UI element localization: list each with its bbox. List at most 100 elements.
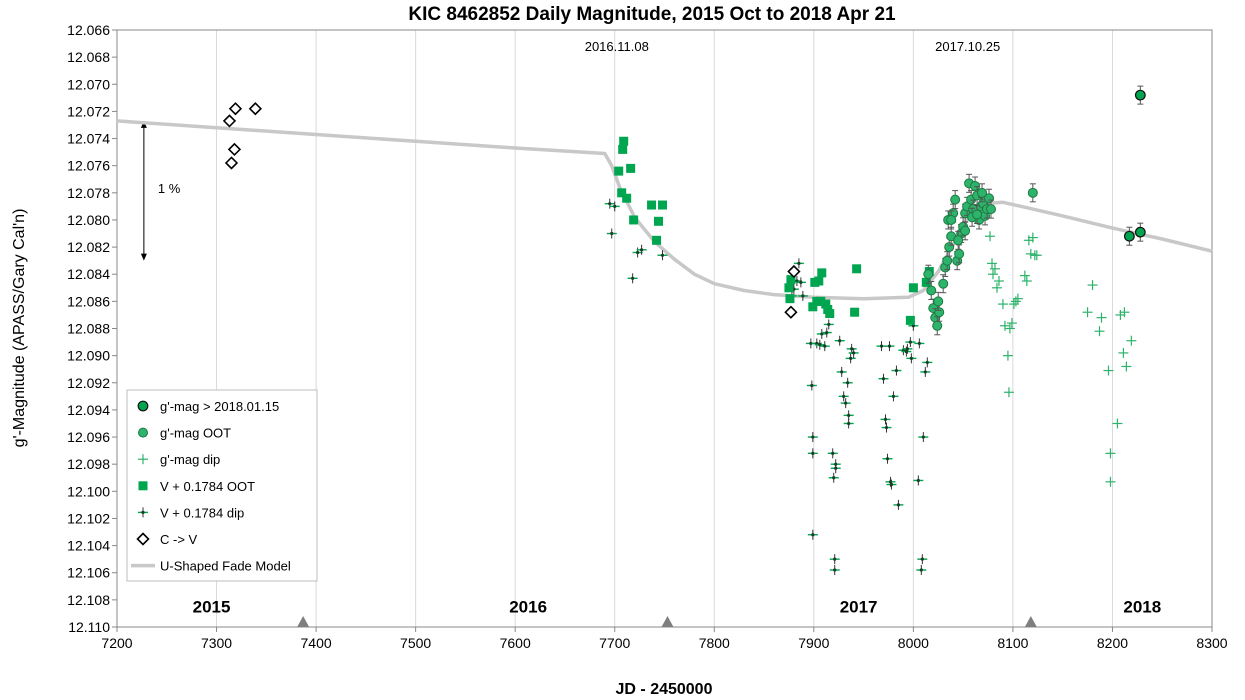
data-point xyxy=(786,275,796,285)
plus-center xyxy=(838,339,842,343)
x-tick-label: 8100 xyxy=(997,635,1028,651)
circle-marker xyxy=(1027,187,1038,198)
data-point xyxy=(850,307,860,317)
legend: g'-mag > 2018.01.15 g'-mag OOT g'-mag dip V… xyxy=(126,389,318,582)
data-point xyxy=(993,276,1004,287)
data-point xyxy=(622,193,632,203)
legend-label: V + 0.1784 OOT xyxy=(160,479,255,494)
data-point xyxy=(1021,276,1032,287)
data-point xyxy=(1112,418,1123,429)
plus-center xyxy=(911,324,915,328)
circle-marker xyxy=(926,285,937,296)
square-marker xyxy=(852,264,862,274)
y-tick-label: 12.106 xyxy=(67,565,110,581)
data-point xyxy=(1121,361,1132,372)
data-point xyxy=(647,200,657,210)
x-tick-label: 7200 xyxy=(101,635,132,651)
square-marker xyxy=(817,268,827,278)
data-point xyxy=(884,341,895,352)
data-point xyxy=(906,353,917,364)
data-point xyxy=(657,250,668,261)
x-tick-label: 8000 xyxy=(898,635,929,651)
circle-marker xyxy=(932,320,943,331)
x-tick-label: 7800 xyxy=(699,635,730,651)
data-point xyxy=(986,199,997,219)
data-point xyxy=(923,264,934,284)
data-point xyxy=(1082,307,1093,318)
legend-box xyxy=(126,389,318,582)
plus-center xyxy=(811,435,815,439)
data-point xyxy=(999,320,1010,331)
plus-center xyxy=(847,413,851,417)
y-tick-label: 12.094 xyxy=(67,402,110,418)
data-point xyxy=(808,302,818,312)
y-axis: 12.066 12.068 12.070 12.072 12.074 12.076 12.0… xyxy=(67,22,117,635)
plus-center xyxy=(925,360,929,365)
data-point xyxy=(886,479,897,490)
square-marker xyxy=(905,315,915,325)
data-point xyxy=(997,299,1008,310)
plus-center xyxy=(887,344,892,348)
data-point xyxy=(838,391,849,402)
legend-marker xyxy=(136,532,150,546)
plus-center xyxy=(799,280,803,284)
data-point xyxy=(814,276,824,286)
data-point xyxy=(652,235,662,245)
data-point xyxy=(845,353,856,364)
data-point xyxy=(908,283,918,293)
data-point xyxy=(606,228,617,239)
data-point xyxy=(654,216,664,226)
legend-marker xyxy=(138,454,148,465)
y-tick-label: 12.080 xyxy=(67,212,110,228)
chart-title: KIC 8462852 Daily Magnitude, 2015 Oct to… xyxy=(408,4,896,25)
data-point xyxy=(1094,326,1105,337)
plus-center xyxy=(141,510,145,514)
y-tick-label: 12.092 xyxy=(67,375,110,391)
data-point xyxy=(609,201,620,212)
data-point xyxy=(922,357,933,368)
data-point xyxy=(916,565,927,576)
plus-center xyxy=(905,347,909,351)
square-marker xyxy=(617,188,627,198)
data-point xyxy=(1105,476,1116,487)
data-point xyxy=(938,274,949,294)
circle-marker xyxy=(960,225,971,236)
date-annotation: 2017.10.25 xyxy=(935,39,1000,54)
x-tick-label: 7700 xyxy=(599,635,630,651)
square-marker xyxy=(821,299,831,309)
y-tick-label: 12.102 xyxy=(67,510,110,526)
legend-label: V + 0.1784 dip xyxy=(160,505,244,520)
x-tick-label: 7300 xyxy=(201,635,232,651)
plus-center xyxy=(920,557,924,561)
year-marker xyxy=(661,616,674,627)
square-marker xyxy=(658,200,668,210)
data-point xyxy=(882,453,893,464)
data-point xyxy=(1027,232,1038,243)
data-point xyxy=(920,366,931,377)
y-tick-label: 12.076 xyxy=(67,158,110,174)
data-point xyxy=(950,190,961,210)
x-axis-title: JD - 2450000 xyxy=(616,681,713,698)
y-tick-label: 12.070 xyxy=(67,76,110,92)
data-point xyxy=(228,102,243,116)
plus-center xyxy=(908,340,912,344)
plus-center xyxy=(827,322,831,327)
data-point xyxy=(807,529,818,540)
y-tick-label: 12.108 xyxy=(67,592,110,608)
y-tick-label: 12.068 xyxy=(67,49,110,65)
data-point xyxy=(905,337,916,348)
square-marker xyxy=(921,277,931,287)
diamond-marker xyxy=(227,142,242,157)
legend-marker xyxy=(138,427,148,438)
data-point xyxy=(985,231,996,242)
data-point xyxy=(1134,85,1146,105)
diamond-marker xyxy=(228,102,243,116)
data-point xyxy=(227,142,242,157)
circle-marker xyxy=(946,214,957,225)
data-point xyxy=(842,377,853,388)
plus-center xyxy=(844,401,848,405)
data-point xyxy=(819,341,830,352)
plus-center xyxy=(923,370,927,374)
circle-marker xyxy=(1123,230,1135,242)
diamond-marker xyxy=(784,305,798,319)
